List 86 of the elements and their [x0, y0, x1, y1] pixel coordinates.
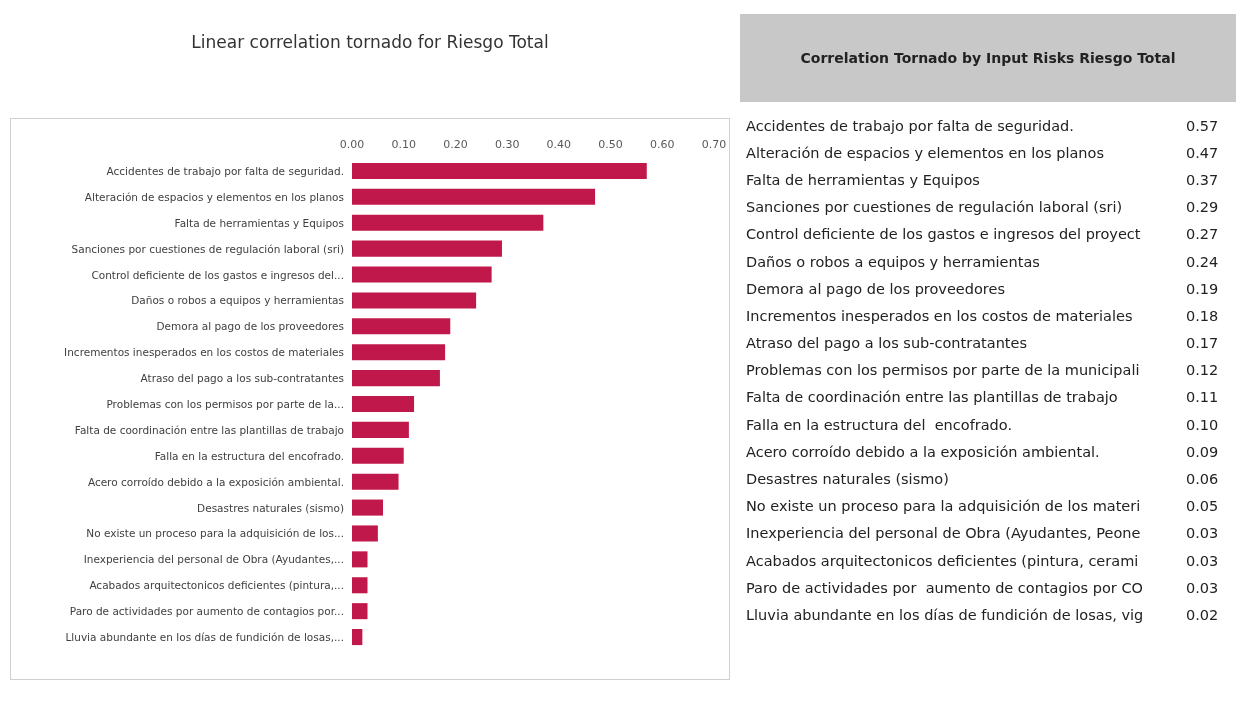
text: 0.37	[1186, 171, 1219, 188]
category-label: Incrementos inesperados en los costos de materiales	[745, 307, 1134, 324]
category-label: Sanciones por cuestiones de regulación laboral (sri)	[745, 199, 1124, 216]
y-tick-label: Incrementos inesperados en los costos de materiales	[64, 346, 344, 359]
category-label: Acero corroído debido a la exposición ambiental.	[745, 443, 1101, 460]
y-tick-label: Alteración de espacios y elementos en los planos	[84, 190, 344, 203]
x-tick-label: 0.60	[650, 138, 675, 151]
y-tick-label: Desastres naturales (sismo)	[197, 501, 344, 514]
y-tick-label: Demora al pago de los proveedores	[156, 320, 344, 333]
y-tick-label: Paro de actividades por aumento de contagios por...	[69, 605, 344, 618]
x-tick-label: 0.30	[494, 138, 520, 151]
y-tick-label: Falta de herramientas y Equipos	[174, 216, 344, 229]
bar	[352, 344, 446, 361]
y-tick-label: Acero corroído debido a la exposición ambiental.	[87, 475, 344, 488]
bar	[352, 370, 440, 387]
text: 0.11	[1186, 389, 1219, 406]
bar	[352, 214, 544, 231]
bar	[352, 188, 596, 205]
text: 0.02	[1186, 606, 1219, 623]
bar	[352, 525, 378, 542]
y-tick-label: Problemas con los permisos por parte de la...	[106, 398, 344, 410]
text: 0.24	[1186, 253, 1219, 270]
bar	[352, 292, 477, 309]
chart-title: Linear correlation tornado for Riesgo Total	[191, 31, 549, 52]
text: 0.47	[1186, 144, 1219, 161]
x-tick-label: 0.20	[443, 138, 468, 151]
category-label: Desastres naturales (sismo)	[745, 471, 950, 488]
bar	[352, 577, 368, 594]
category-label: Falta de coordinación entre las plantillas de trabajo	[745, 389, 1119, 406]
text: 0.03	[1186, 525, 1219, 542]
x-tick-label: 0.00	[339, 138, 365, 151]
text: 0.29	[1186, 199, 1219, 216]
bar	[352, 266, 492, 283]
bar	[352, 318, 451, 335]
category-label: Paro de actividades por aumento de contagios por CO	[745, 579, 1144, 596]
y-tick-label: Daños o robos a equipos y herramientas	[131, 294, 344, 307]
category-label: Demora al pago de los proveedores	[745, 280, 1006, 297]
x-tick-label: 0.70	[701, 138, 727, 151]
category-label: No existe un proceso para la adquisición de los materi	[745, 498, 1142, 515]
bar	[352, 447, 404, 464]
bar	[352, 499, 384, 516]
text: Correlation Tornado by Input Risks Riesgo Total	[740, 14, 1236, 102]
bar	[352, 395, 415, 413]
y-tick-label: Atraso del pago a los sub-contratantes	[140, 372, 344, 385]
y-tick-label: Sanciones por cuestiones de regulación laboral (sri)	[71, 242, 344, 255]
y-tick-label: Inexperiencia del personal de Obra (Ayudantes,...	[83, 553, 344, 566]
y-tick-label: Control deficiente de los gastos e ingresos del...	[91, 268, 344, 281]
bar	[352, 421, 409, 438]
text: 0.18	[1186, 307, 1219, 324]
category-label: Daños o robos a equipos y herramientas	[745, 253, 1041, 270]
bar	[352, 473, 399, 490]
text: 0.10	[1186, 416, 1219, 433]
y-tick-label: Lluvia abundante en los días de fundición de losas,...	[65, 631, 344, 644]
text: 0.27	[1186, 226, 1219, 243]
text: 0.57	[1186, 117, 1219, 134]
category-label: Alteración de espacios y elementos en los planos	[745, 144, 1105, 161]
y-tick-label: Falta de coordinación entre las plantillas de trabajo	[74, 423, 344, 436]
y-tick-label: Acabados arquitectonicos deficientes (pintura,...	[89, 579, 344, 592]
category-label: Acabados arquitectonicos deficientes (pintura, cerami	[745, 552, 1140, 569]
text: 0.19	[1186, 280, 1219, 297]
category-label: Accidentes de trabajo por falta de seguridad.	[745, 117, 1075, 134]
text: 0.03	[1186, 579, 1219, 596]
category-label: Lluvia abundante en los días de fundición de losas, vig	[745, 606, 1145, 623]
x-tick-label: 0.10	[391, 138, 416, 151]
text: 0.06	[1186, 471, 1219, 488]
bar	[352, 603, 368, 620]
bar	[352, 629, 363, 646]
text: 0.17	[1186, 335, 1219, 352]
x-tick-label: 0.40	[546, 138, 572, 151]
bar	[352, 551, 368, 568]
text: 0.05	[1186, 498, 1219, 515]
x-tick-label: 0.50	[598, 138, 623, 151]
text: 0.12	[1186, 362, 1219, 379]
category-label: Falta de herramientas y Equipos	[745, 171, 981, 188]
y-tick-label: Falla en la estructura del encofrado.	[154, 449, 344, 462]
category-label: Atraso del pago a los sub-contratantes	[745, 335, 1028, 352]
bar	[352, 162, 647, 179]
category-label: Control deficiente de los gastos e ingresos del proyect	[745, 226, 1142, 243]
text: 0.03	[1186, 552, 1219, 569]
category-label: Inexperiencia del personal de Obra (Ayudantes, Peone	[745, 525, 1142, 542]
category-label: Problemas con los permisos por parte de la municipali	[745, 362, 1141, 379]
category-label: Falla en la estructura del encofrado.	[745, 416, 1013, 433]
y-tick-label: No existe un proceso para la adquisición de los...	[86, 527, 344, 540]
text: 0.09	[1186, 443, 1219, 460]
y-tick-label: Accidentes de trabajo por falta de seguridad.	[106, 164, 344, 177]
bar	[352, 240, 502, 257]
